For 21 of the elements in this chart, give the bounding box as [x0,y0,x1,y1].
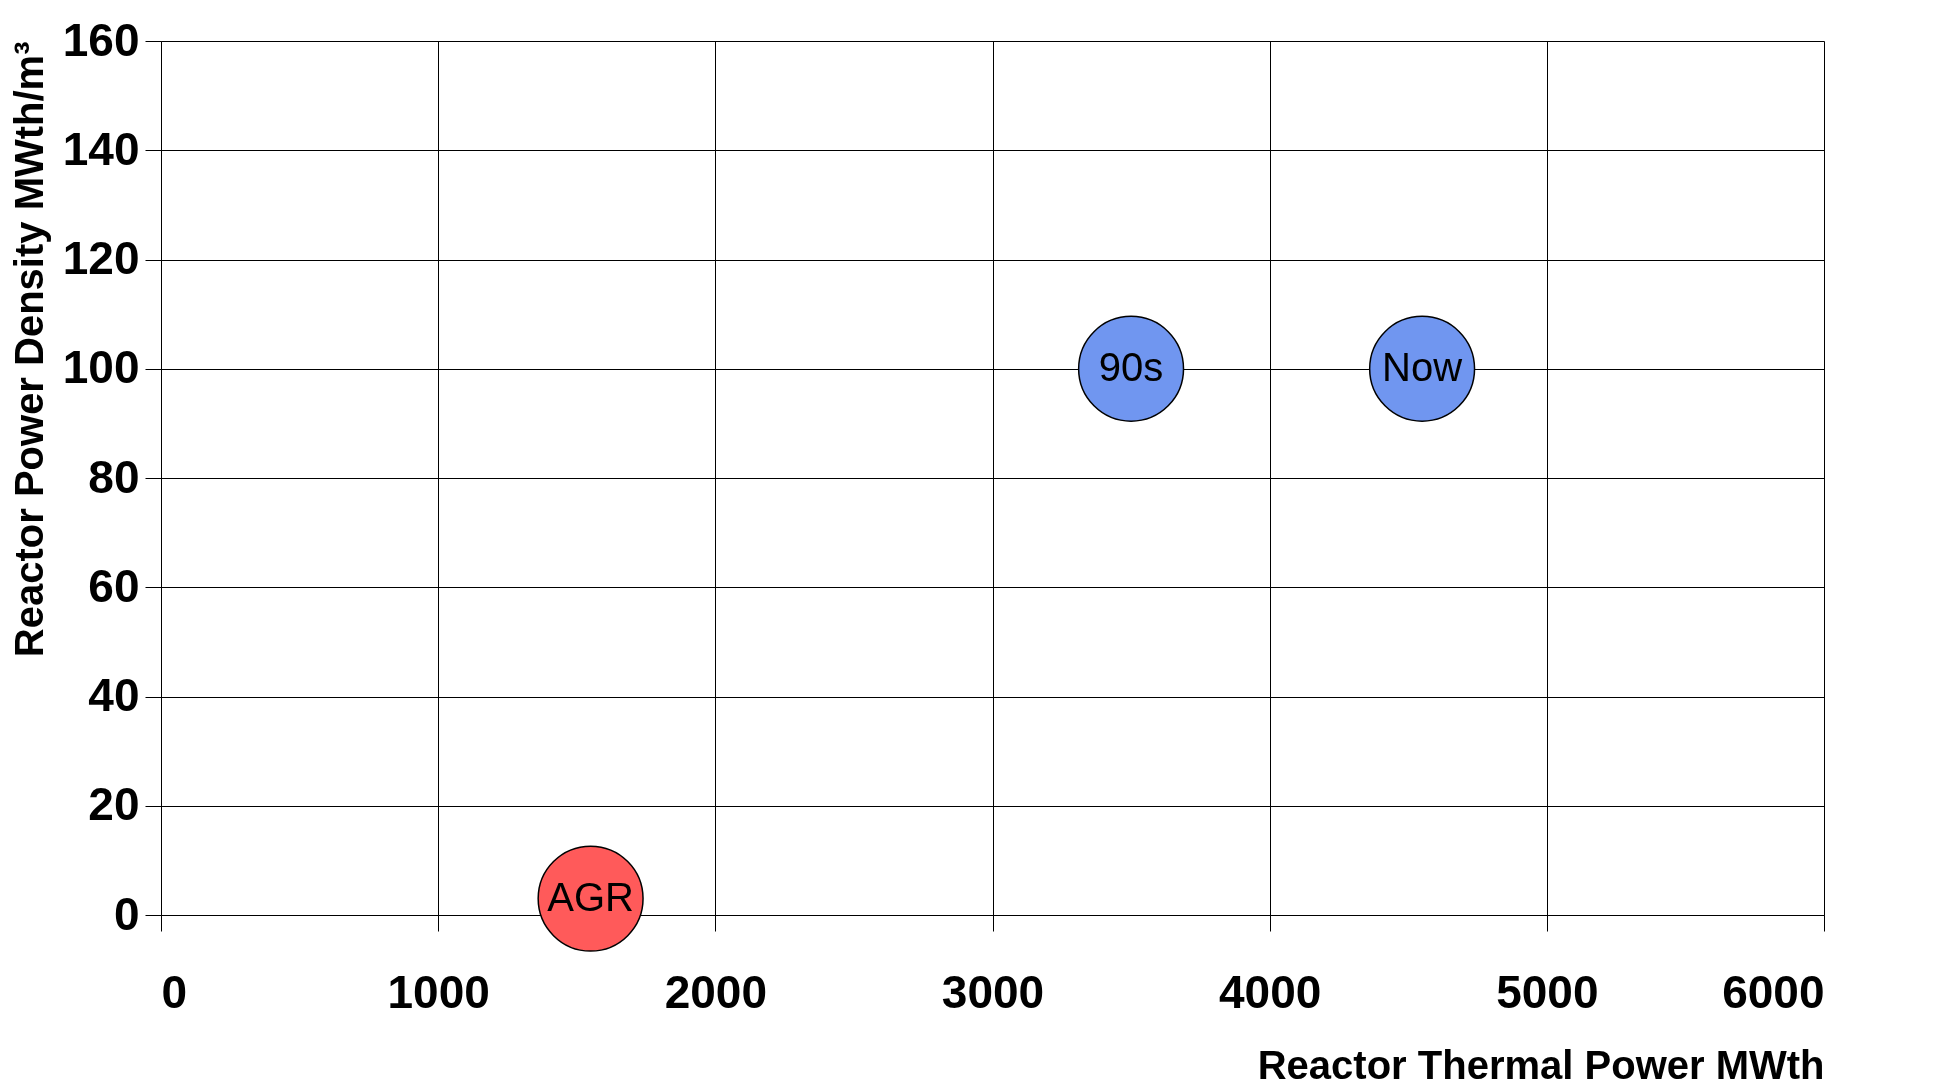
x-tick-label: 0 [161,965,188,1018]
x-axis-title: Reactor Thermal Power MWth [1257,1042,1825,1087]
y-tick-label: 140 [62,122,140,175]
x-tick-label: 6000 [1722,965,1825,1018]
x-tick-label: 3000 [941,965,1045,1018]
x-tick-label: 1000 [387,965,490,1018]
annotation: 90s [1098,344,1164,389]
y-tick-label: 100 [62,341,140,394]
y-tick-label: 20 [88,778,140,831]
y-axis-title: Reactor Power Density MWth/m³ [6,41,51,658]
y-tick-label: 80 [88,450,140,503]
x-tick-label: 4000 [1218,965,1322,1018]
y-tick-label: 120 [62,232,140,284]
y-tick-label: 0 [113,887,140,940]
x-tick-label: 2000 [664,965,768,1018]
annotation: Now [1382,344,1463,389]
annotation: AGR [547,874,634,919]
y-tick-label: 60 [88,559,140,612]
y-tick-label: 40 [88,669,140,721]
y-tick-label: 160 [62,13,140,66]
x-tick-label: 5000 [1496,965,1599,1018]
